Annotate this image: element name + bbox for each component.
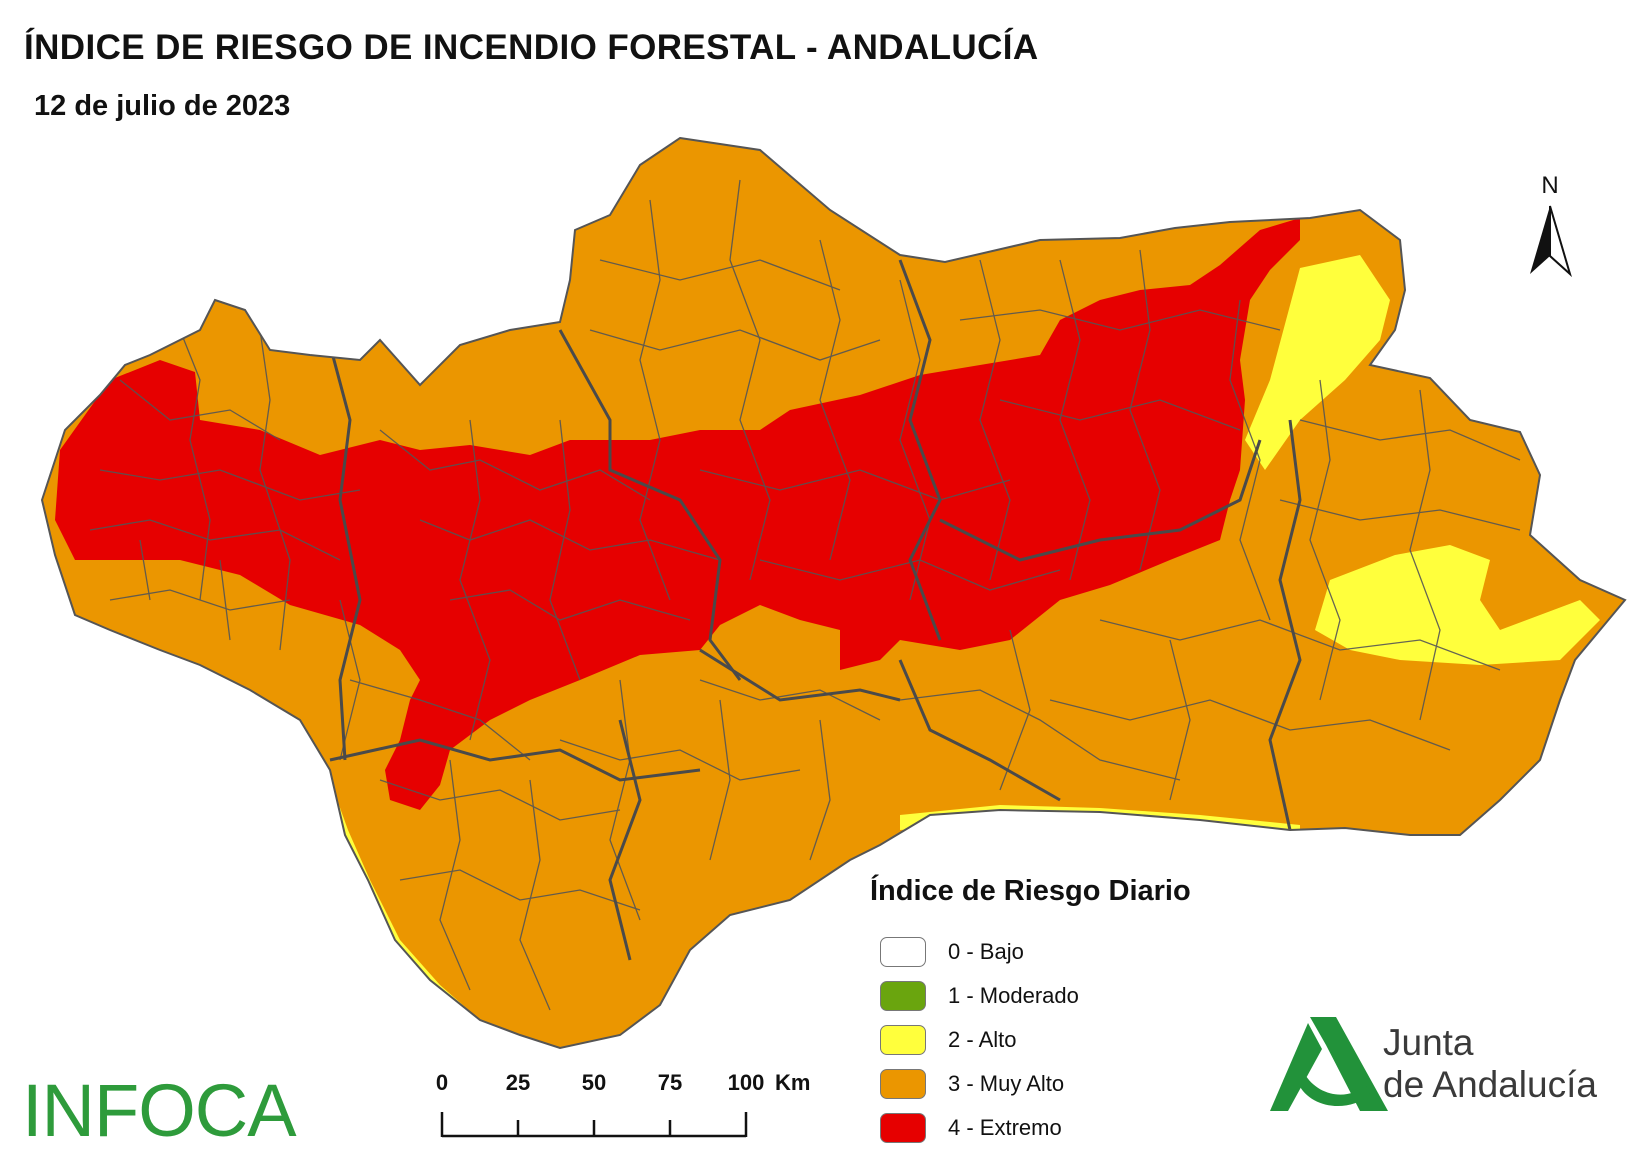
scale-label-0: 0 — [435, 1070, 449, 1095]
legend-swatch — [880, 981, 926, 1011]
scale-label-25: 25 — [505, 1070, 531, 1095]
legend: Índice de Riesgo Diario 0 - Bajo 1 - Mod… — [870, 875, 1290, 1150]
junta-andalucia-logo-text: Junta de Andalucía — [1383, 1022, 1597, 1106]
legend-label: 4 - Extremo — [948, 1115, 1062, 1140]
scale-label-100: 100 — [727, 1070, 765, 1095]
legend-title: Índice de Riesgo Diario — [870, 875, 1191, 907]
north-arrow: N — [1520, 172, 1580, 282]
scale-label-50: 50 — [581, 1070, 607, 1095]
legend-item-alto: 2 - Alto — [880, 1018, 1290, 1062]
legend-label: 0 - Bajo — [948, 939, 1024, 964]
junta-line-1: Junta — [1383, 1022, 1474, 1063]
zone-extremo — [55, 218, 1300, 810]
province-border-jaen-granada — [939, 439, 1262, 562]
legend-item-extremo: 4 - Extremo — [880, 1106, 1290, 1150]
province-border-cadiz-malaga — [608, 719, 642, 961]
legend-label: 1 - Moderado — [948, 983, 1079, 1008]
municipal-borders — [89, 179, 1521, 1011]
province-border-malaga-granada — [898, 659, 1061, 802]
legend-item-bajo: 0 - Bajo — [880, 930, 1290, 974]
map-title: ÍNDICE DE RIESGO DE INCENDIO FORESTAL - … — [24, 28, 1039, 67]
legend-item-muy-alto: 3 - Muy Alto — [880, 1062, 1290, 1106]
province-border-huelva — [328, 344, 362, 761]
province-border-sevilla-malaga — [699, 648, 901, 702]
province-border-cordoba-jaen — [898, 259, 942, 641]
legend-swatch — [880, 937, 926, 967]
legend-label: 2 - Alto — [948, 1027, 1017, 1052]
scale-bar: 0 25 50 75 100 Km — [430, 1070, 810, 1142]
junta-line-2: de Andalucía — [1383, 1064, 1597, 1105]
scale-unit: Km — [775, 1070, 811, 1095]
province-border-sevilla-cordoba — [558, 329, 742, 681]
zone-alto-almeria — [1315, 545, 1600, 665]
legend-swatch — [880, 1069, 926, 1099]
legend-label: 3 - Muy Alto — [948, 1071, 1065, 1096]
north-arrow-icon — [1530, 205, 1572, 278]
province-border-granada-almeria — [1268, 419, 1302, 831]
legend-swatch — [880, 1025, 926, 1055]
map-date: 12 de julio de 2023 — [34, 90, 291, 122]
legend-swatch — [880, 1113, 926, 1143]
junta-andalucia-emblem-icon — [1270, 1017, 1388, 1111]
legend-item-moderado: 1 - Moderado — [880, 974, 1290, 1018]
infoca-logo: INFOCA — [22, 1069, 297, 1152]
scale-bar-line — [440, 1112, 748, 1138]
zone-alto-east — [1245, 255, 1390, 470]
risk-zones — [42, 138, 1625, 1048]
scale-label-75: 75 — [657, 1070, 683, 1095]
north-label: N — [1541, 172, 1559, 199]
